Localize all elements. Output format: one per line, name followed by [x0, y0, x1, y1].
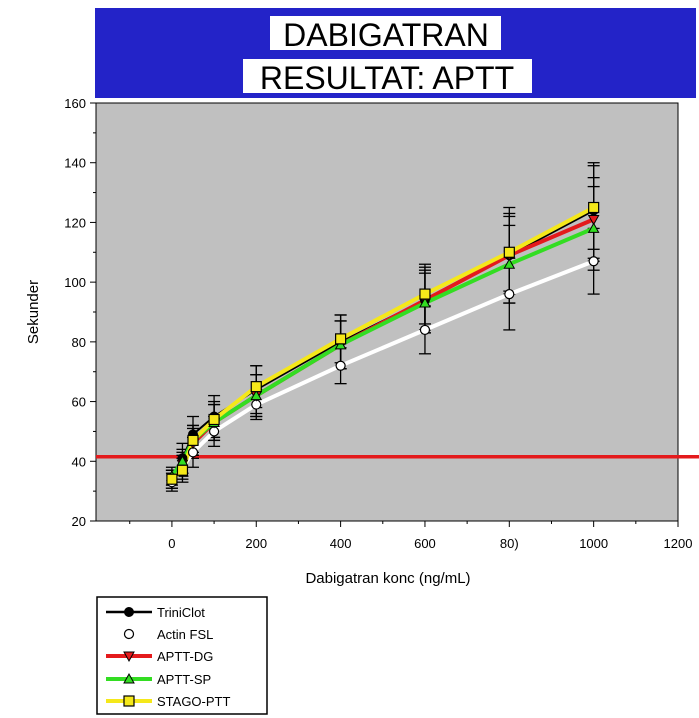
data-point — [419, 324, 431, 336]
legend-marker — [124, 607, 134, 617]
data-point — [335, 333, 347, 345]
legend-marker — [123, 695, 135, 707]
data-point — [250, 381, 262, 393]
y-tick-label: 40 — [72, 454, 86, 469]
data-point — [166, 473, 178, 485]
legend-marker — [123, 672, 135, 684]
title-line2-highlight — [243, 59, 532, 93]
legend-marker — [123, 628, 135, 640]
title-banner: DABIGATRAN RESULTAT: APTT — [95, 8, 696, 98]
data-point — [588, 201, 600, 214]
title-line1: DABIGATRAN — [283, 17, 489, 53]
y-axis: 20 40 60 80 100 120 140 160 — [64, 96, 96, 529]
y-tick-label: 60 — [72, 395, 86, 410]
legend: TriniClot Actin FSL APTT-DG APTT-SP STAGO-PT… — [96, 596, 268, 715]
series-markers — [166, 201, 600, 488]
data-point — [419, 288, 431, 300]
data-point — [208, 413, 220, 426]
legend-label: TriniClot — [157, 605, 205, 620]
y-tick-label: 100 — [64, 275, 86, 290]
data-point — [588, 256, 599, 267]
data-point — [503, 258, 516, 269]
title-line1-highlight — [270, 16, 501, 50]
data-point — [419, 297, 431, 308]
y-tick-label: 80 — [72, 335, 86, 350]
x-axis: 0 200 400 600 80) 1000 1200 — [129, 521, 693, 551]
data-point — [587, 214, 600, 226]
data-point — [187, 434, 199, 446]
legend-label: APTT-SP — [157, 672, 211, 687]
y-tick-label: 140 — [64, 156, 86, 171]
title-line2: RESULTAT: APTT — [260, 60, 514, 96]
x-tick-label: 200 — [245, 536, 267, 551]
x-tick-label: 400 — [330, 536, 352, 551]
legend-label: APTT-DG — [157, 649, 213, 664]
legend-marker — [123, 651, 135, 663]
x-tick-label: 0 — [168, 536, 175, 551]
y-axis-label: Sekunder — [25, 280, 42, 344]
y-tick-label: 20 — [72, 514, 86, 529]
data-point — [250, 389, 263, 401]
data-point — [504, 288, 515, 300]
data-point — [176, 464, 189, 476]
x-tick-label: 80) — [500, 536, 519, 551]
x-tick-label: 1000 — [579, 536, 608, 551]
legend-label: Actin FSL — [157, 627, 213, 642]
data-point — [587, 222, 600, 233]
data-point — [503, 246, 515, 258]
legend-items: TriniClot Actin FSL APTT-DG APTT-SP STAGO-PT… — [106, 605, 230, 709]
x-axis-label: Dabigatran konc (ng/mL) — [305, 570, 470, 587]
x-tick-label: 600 — [414, 536, 436, 551]
y-tick-label: 120 — [64, 215, 86, 230]
y-tick-label: 160 — [64, 96, 86, 111]
x-tick-label: 1200 — [664, 536, 693, 551]
legend-label: STAGO-PTT — [157, 694, 230, 709]
data-point — [335, 360, 346, 371]
